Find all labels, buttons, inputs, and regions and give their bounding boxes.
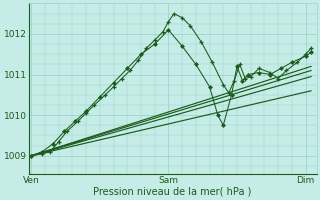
X-axis label: Pression niveau de la mer( hPa ): Pression niveau de la mer( hPa ) xyxy=(93,187,252,197)
